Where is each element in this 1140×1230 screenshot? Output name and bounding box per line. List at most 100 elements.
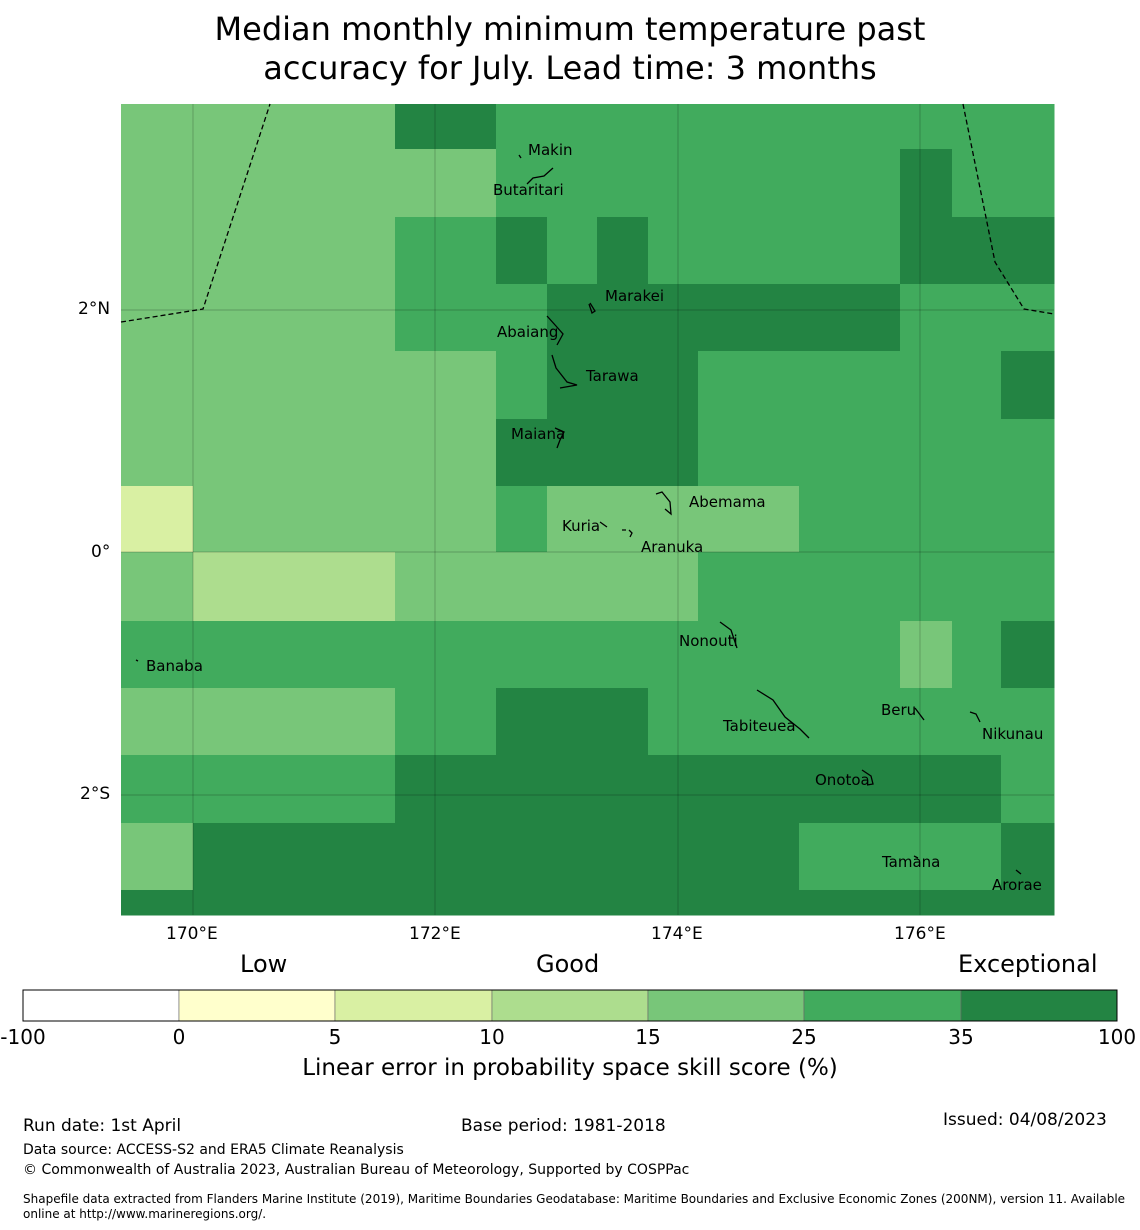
grid-cell — [547, 890, 598, 916]
grid-cell — [496, 104, 548, 150]
grid-cell — [446, 755, 497, 824]
grid-cell — [294, 217, 396, 285]
grid-cell — [648, 621, 699, 689]
legend-title: Linear error in probability space skill … — [302, 1055, 838, 1081]
grid-cell — [900, 621, 953, 689]
grid-cell — [193, 284, 295, 352]
grid-cell — [395, 104, 447, 150]
grid-cell — [193, 688, 295, 756]
grid-cell — [446, 621, 497, 689]
island-label-abaiang: Abaiang — [497, 323, 558, 341]
grid-cell — [395, 217, 447, 285]
grid-cell — [799, 284, 901, 352]
coast-abaiang — [546, 315, 564, 346]
island-label-banaba: Banaba — [146, 657, 203, 675]
grid-cell — [446, 552, 497, 622]
grid-cell — [597, 419, 649, 487]
grid-cell — [446, 149, 497, 218]
grid-cell — [547, 217, 598, 285]
grid-cell — [446, 688, 497, 756]
grid-cell — [446, 890, 497, 916]
issued-date: Issued: 04/08/2023 — [943, 1110, 1107, 1130]
legend-tick: 35 — [948, 1025, 974, 1049]
grid-cell — [698, 688, 800, 756]
coast-makin — [518, 154, 522, 159]
grid-cell — [121, 890, 194, 916]
grid-cell — [547, 823, 598, 891]
grid-cell — [496, 621, 548, 689]
grid-cell — [648, 351, 699, 420]
coast-butaritari — [526, 167, 554, 185]
grid-cell — [648, 149, 699, 218]
grid-cell — [799, 217, 901, 285]
legend-swatch — [334, 989, 493, 1022]
legend-tick: 5 — [328, 1025, 342, 1049]
grid-cell — [648, 284, 699, 352]
grid-cell — [597, 890, 649, 916]
grid-cell — [952, 419, 1002, 487]
grid-cell — [597, 217, 649, 285]
lat-label-0: 0° — [91, 542, 111, 562]
grid-cell — [496, 351, 548, 420]
grid-cell — [900, 486, 953, 553]
island-label-arorae: Arorae — [992, 876, 1042, 894]
grid-cell — [395, 149, 447, 218]
grid-cell — [900, 688, 953, 756]
island-labels: Makin Butaritari Marakei Abaiang Tarawa … — [146, 141, 1043, 894]
grid-cell — [193, 217, 295, 285]
grid-cell — [1001, 104, 1055, 150]
grid-cell — [952, 351, 1002, 420]
legend-tick: -100 — [0, 1025, 46, 1049]
grid-cell — [193, 552, 295, 622]
grid-cell — [547, 755, 598, 824]
grid-cell — [698, 284, 800, 352]
grid-cell — [446, 486, 497, 553]
grid-cell — [547, 621, 598, 689]
coast-maiana — [554, 427, 565, 449]
grid-cell — [121, 823, 194, 891]
grid-cell — [121, 284, 194, 352]
eez-boundary — [120, 103, 1055, 323]
grid-cell — [1001, 419, 1055, 487]
grid-cell — [698, 621, 800, 689]
grid-cell — [952, 823, 1002, 891]
grid-cell — [648, 104, 699, 150]
grid-cell — [597, 755, 649, 824]
title-line-2: accuracy for July. Lead time: 3 months — [263, 49, 877, 87]
grid-cell — [1001, 621, 1055, 689]
island-label-tarawa: Tarawa — [585, 367, 639, 385]
grid-cell — [900, 149, 953, 218]
eez-boundary-west — [120, 103, 271, 323]
coast-marakei — [588, 302, 596, 315]
grid-cell — [121, 419, 194, 487]
grid-cell — [496, 486, 548, 553]
grid-cell — [900, 755, 953, 824]
legend-swatch — [491, 989, 649, 1022]
lon-label-172e: 172°E — [409, 924, 461, 944]
data-source: Data source: ACCESS-S2 and ERA5 Climate … — [23, 1142, 404, 1158]
grid-cell — [900, 284, 953, 352]
grid-cell — [121, 688, 194, 756]
coast-arorae — [1015, 869, 1022, 875]
grid-cell — [698, 823, 800, 891]
grid-cell — [799, 890, 901, 916]
grid-cell — [1001, 823, 1055, 891]
legend-tick: 25 — [791, 1025, 817, 1049]
grid-cell — [648, 823, 699, 891]
grid-cell — [446, 104, 497, 150]
island-label-aranuka: Aranuka — [641, 538, 703, 556]
legend-tick: 15 — [635, 1025, 661, 1049]
coast-kuria — [599, 521, 608, 528]
grid-cell — [1001, 755, 1055, 824]
grid-cell — [193, 755, 295, 824]
grid-cell — [446, 284, 497, 352]
island-label-abemama: Abemama — [689, 493, 766, 511]
grid-cell — [395, 552, 447, 622]
grid-cell — [121, 149, 194, 218]
island-label-marakei: Marakei — [605, 287, 664, 305]
shapefile-credit: Shapefile data extracted from Flanders M… — [23, 1192, 1126, 1221]
grid-cell — [446, 217, 497, 285]
grid-cell — [294, 621, 396, 689]
legend-tick: 10 — [479, 1025, 505, 1049]
grid-cell — [395, 419, 447, 487]
